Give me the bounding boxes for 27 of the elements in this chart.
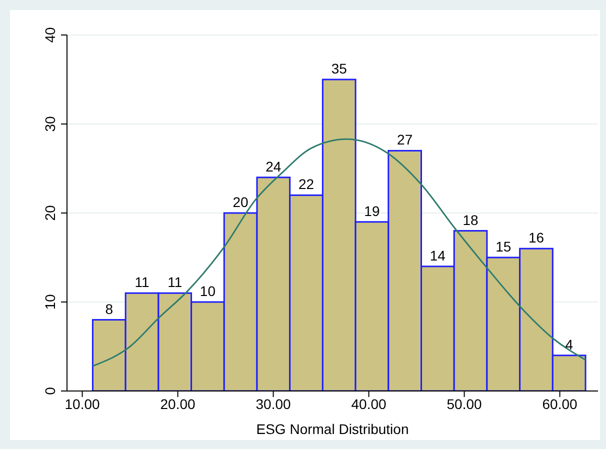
x-tick-label: 50.00: [446, 396, 482, 412]
data-label: 19: [364, 202, 380, 219]
data-label: 22: [298, 176, 314, 192]
data-label: 35: [331, 60, 348, 76]
y-tick-label: 10: [42, 294, 58, 310]
data-label: 15: [496, 238, 512, 254]
y-tick-label: 40: [42, 27, 58, 43]
x-tick-label: 10.00: [64, 396, 100, 412]
x-tick-label: 40.00: [351, 396, 387, 412]
data-label: 14: [430, 247, 446, 264]
data-label: 16: [528, 230, 544, 246]
x-tick-label: 20.00: [160, 396, 196, 412]
data-label: 20: [232, 194, 249, 210]
y-tick-label: 20: [42, 205, 58, 221]
y-tick-label: 30: [42, 116, 58, 132]
data-label: 11: [168, 274, 182, 290]
x-tick-label: 60.00: [542, 396, 578, 412]
data-label: 27: [397, 132, 413, 148]
data-label: 18: [462, 212, 479, 228]
data-label: 8: [105, 300, 114, 317]
data-label: 10: [200, 283, 216, 299]
data-label: 4: [565, 336, 574, 352]
data-label: 11: [134, 274, 150, 290]
data-label: 24: [266, 158, 282, 174]
x-tick-label: 30.00: [256, 396, 292, 412]
y-tick-label: 0: [42, 386, 58, 395]
x-axis-title: ESG Normal Distribution: [256, 421, 409, 437]
